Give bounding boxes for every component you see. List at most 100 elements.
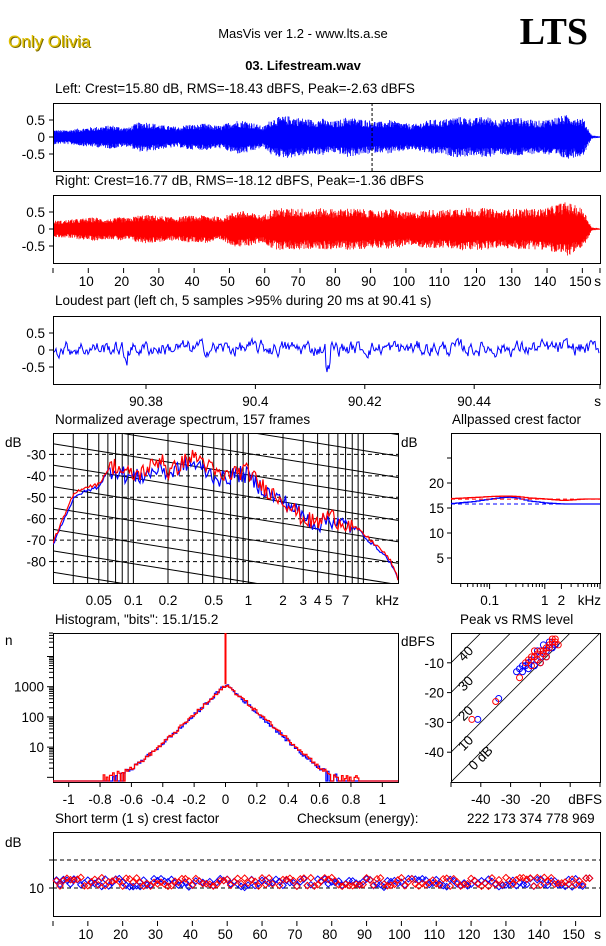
short-term-point-right bbox=[463, 879, 472, 888]
histogram-xtick-label: -0.2 bbox=[183, 792, 206, 807]
short-term-point-right bbox=[153, 879, 162, 888]
short-term-point-right bbox=[216, 876, 225, 885]
short-term-point-right bbox=[306, 873, 315, 882]
right-waveform-ytick-label: 0.5 bbox=[26, 205, 45, 220]
histogram-ylabel: n bbox=[5, 633, 13, 648]
spectrum-xtick-label: 1 bbox=[245, 593, 253, 608]
short-term-point-right bbox=[456, 882, 465, 890]
short-term-point-left bbox=[495, 882, 503, 891]
right-waveform-xtick-label: 100 bbox=[393, 274, 416, 289]
short-term-point-right bbox=[582, 874, 590, 883]
loudest-xtick-label: 90.38 bbox=[129, 394, 163, 409]
short-term-point-left bbox=[52, 876, 61, 884]
short-term-point-right bbox=[554, 879, 563, 888]
short-term-point-left bbox=[519, 880, 528, 889]
short-term-point-right bbox=[540, 873, 549, 882]
spectrum-slope bbox=[53, 15, 398, 70]
short-term-crest-frame bbox=[53, 832, 601, 917]
peak-vs-rms-point-right bbox=[530, 647, 538, 655]
short-term-xtick-label: 20 bbox=[113, 927, 128, 942]
spectrum-xtick-label: 0.2 bbox=[159, 593, 178, 608]
short-term-ytick-label: 10 bbox=[29, 881, 44, 896]
spectrum-xtick-label: 4 bbox=[314, 593, 322, 608]
short-term-point-right bbox=[164, 882, 172, 891]
histogram-xtick-label: 1 bbox=[379, 792, 387, 807]
short-term-point-right bbox=[460, 880, 469, 889]
short-term-xtick-label: 80 bbox=[322, 927, 337, 942]
short-term-point-right bbox=[383, 881, 392, 890]
short-term-point-right bbox=[491, 880, 500, 889]
short-term-point-right bbox=[132, 874, 141, 882]
loudest-ytick-label: -0.5 bbox=[22, 360, 45, 375]
right-waveform-ytick-label: -0.5 bbox=[22, 239, 45, 254]
short-term-point-left bbox=[275, 877, 284, 886]
short-term-point-right bbox=[136, 878, 145, 887]
histogram-trace-left bbox=[53, 684, 398, 782]
short-term-point-right bbox=[94, 880, 103, 889]
short-term-point-left bbox=[299, 875, 308, 883]
allpassed-crest-title: Allpassed crest factor bbox=[452, 412, 582, 427]
left-waveform-ytick-label: 0 bbox=[37, 130, 45, 145]
peak-vs-rms-point-right bbox=[551, 635, 559, 643]
short-term-point-right bbox=[474, 880, 482, 889]
short-term-point-left bbox=[150, 874, 158, 883]
short-term-point-right bbox=[512, 875, 521, 884]
right-waveform-xtick-label: 40 bbox=[185, 274, 200, 289]
loudest-trace bbox=[53, 336, 600, 373]
short-term-point-left bbox=[376, 880, 385, 889]
histogram-xtick-label: -0.6 bbox=[120, 792, 143, 807]
short-term-point-right bbox=[240, 874, 249, 883]
spectrum-xtick-label: 0.5 bbox=[204, 593, 223, 608]
right-waveform-xtick-label: 110 bbox=[428, 274, 450, 289]
short-term-point-right bbox=[373, 874, 381, 883]
right-waveform-frame bbox=[53, 195, 601, 264]
left-waveform-ytick-label: -0.5 bbox=[22, 147, 45, 162]
peak-vs-rms-point-right bbox=[545, 644, 553, 652]
short-term-point-right bbox=[362, 874, 371, 882]
short-term-point-right bbox=[557, 879, 566, 887]
allpassed-ytick-label: 15 bbox=[429, 501, 444, 516]
short-term-point-right bbox=[219, 876, 228, 885]
short-term-ylabel: dB bbox=[5, 835, 22, 850]
short-term-xtick-label: 30 bbox=[148, 927, 163, 942]
short-term-point-right bbox=[108, 877, 117, 885]
peak-vs-rms-point-right bbox=[542, 653, 550, 661]
short-term-point-right bbox=[488, 874, 496, 882]
short-term-point-right bbox=[522, 875, 531, 884]
short-term-point-right bbox=[76, 873, 85, 882]
histogram-xtick-label: 0.6 bbox=[310, 792, 329, 807]
short-term-point-right bbox=[212, 880, 221, 889]
spectrum-slope bbox=[53, 37, 398, 92]
histogram-xtick-label: -0.4 bbox=[151, 792, 175, 807]
short-term-point-right bbox=[390, 880, 399, 889]
short-term-xtick-label: 120 bbox=[458, 927, 481, 942]
short-term-point-right bbox=[394, 876, 402, 884]
short-term-point-right bbox=[191, 874, 200, 883]
short-term-point-right bbox=[184, 877, 193, 885]
loudest-ytick-label: 0.5 bbox=[26, 326, 45, 341]
short-term-crest-title: Short term (1 s) crest factor bbox=[55, 811, 220, 826]
short-term-point-right bbox=[181, 874, 190, 883]
crest-line-label: 30 bbox=[455, 673, 476, 694]
short-term-point-right bbox=[80, 881, 89, 890]
short-term-point-left bbox=[205, 877, 214, 886]
peak-vs-rms-point-right bbox=[536, 659, 544, 667]
short-term-point-left bbox=[543, 881, 552, 890]
peak-vs-rms-point-right bbox=[548, 635, 556, 643]
spectrum-title: Normalized average spectrum, 157 frames bbox=[55, 412, 311, 427]
allpassed-xunit: kHz bbox=[578, 593, 601, 608]
short-term-point-right bbox=[564, 880, 573, 889]
peak-vs-rms-crest-lines bbox=[451, 633, 600, 782]
spectrum-xtick-label: 7 bbox=[342, 593, 350, 608]
loudest-xtick-label: 90.44 bbox=[457, 394, 491, 409]
short-term-point-right bbox=[129, 878, 138, 887]
allpassed-crest-frame bbox=[451, 433, 601, 584]
short-term-point-left bbox=[324, 879, 333, 888]
short-term-point-right bbox=[261, 880, 270, 889]
right-waveform-xtick-label: 70 bbox=[291, 274, 306, 289]
loudest-xtick-label: 90.42 bbox=[348, 394, 382, 409]
short-term-xunit: s bbox=[594, 927, 601, 942]
right-waveform-xtick-label: 150 bbox=[569, 274, 592, 289]
short-term-point-right bbox=[59, 876, 68, 885]
short-term-point-right bbox=[453, 878, 462, 886]
